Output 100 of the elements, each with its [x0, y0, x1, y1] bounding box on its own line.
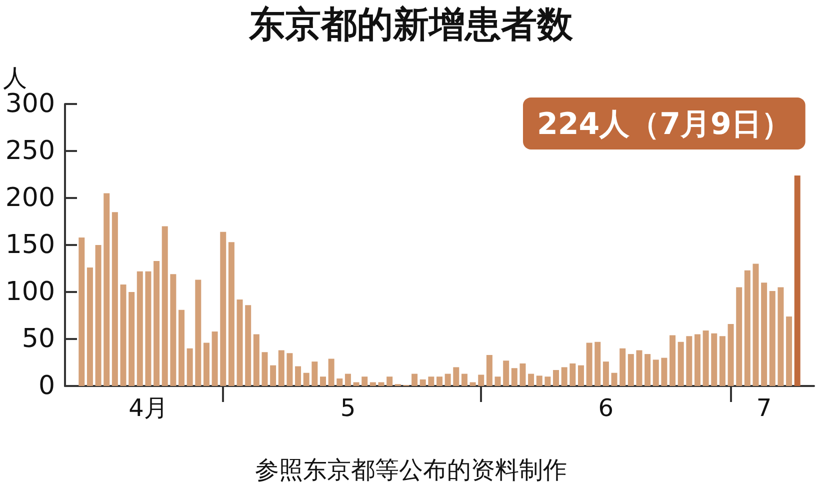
bar: [602, 362, 609, 386]
bar: [702, 330, 709, 386]
x-tick-label: 7: [756, 394, 772, 422]
y-tick-label: 250: [5, 136, 55, 166]
bar: [278, 350, 284, 386]
bar: [744, 270, 750, 386]
bar: [628, 354, 634, 386]
bar: [752, 264, 759, 386]
bar: [528, 374, 534, 386]
bar: [620, 348, 626, 386]
bar: [570, 363, 576, 386]
bar: [536, 376, 542, 386]
bar: [686, 336, 692, 386]
y-axis-title: 人: [3, 64, 27, 92]
bar: [561, 367, 568, 386]
bar: [652, 360, 659, 386]
bar: [362, 376, 368, 386]
bar: [353, 382, 360, 386]
bar: [370, 382, 376, 386]
bar: [253, 334, 260, 386]
bar: [145, 271, 152, 386]
bar: [636, 350, 642, 386]
bar: [670, 335, 676, 386]
bar: [162, 226, 168, 386]
bar: [104, 193, 110, 386]
bar: [494, 376, 501, 386]
annotation: 224人（7月9日）: [536, 106, 792, 142]
bar: [245, 305, 252, 386]
bar: [594, 342, 601, 386]
bar: [694, 334, 700, 386]
bar: [220, 232, 226, 386]
bar: [112, 212, 118, 386]
bar: [195, 280, 202, 386]
bar: [320, 376, 326, 386]
bar: [270, 365, 276, 386]
bar: [170, 274, 176, 386]
bar: [453, 367, 460, 386]
chart-title: 东京都的新增患者数: [248, 4, 574, 46]
bar: [212, 331, 218, 386]
bar: [336, 378, 343, 386]
bar: [436, 376, 442, 386]
bar: [678, 342, 684, 386]
y-tick-label: 200: [5, 183, 55, 213]
y-tick-label: 100: [5, 277, 55, 307]
bar: [728, 324, 734, 386]
bar: [86, 268, 93, 386]
bar: [586, 342, 592, 386]
bar: [778, 287, 784, 386]
text: 参照东京都等公布的资料制作: [255, 456, 567, 484]
bar: [461, 374, 468, 386]
bar: [420, 379, 426, 386]
bar: [95, 245, 102, 386]
x-tick-label: 6: [598, 394, 614, 422]
bar: [511, 368, 518, 386]
bar: [503, 360, 510, 386]
bar: [236, 300, 243, 386]
bar: [478, 374, 484, 386]
bar: [644, 354, 651, 386]
bar: [544, 376, 551, 386]
bar: [228, 242, 234, 386]
bar: [120, 284, 126, 386]
bar: [769, 291, 776, 386]
x-tick-label: 4月: [128, 394, 168, 422]
bar: [262, 352, 268, 386]
bar: [386, 376, 393, 386]
bar: [303, 372, 310, 386]
bar: [719, 336, 726, 386]
bar: [761, 282, 768, 386]
bar: [78, 237, 85, 386]
y-tick-label: 150: [5, 230, 55, 260]
bar: [786, 316, 792, 386]
y-tick-label: 300: [5, 89, 55, 119]
y-tick-label: 50: [22, 324, 55, 354]
bar: [344, 374, 351, 386]
bar: [486, 354, 492, 386]
y-tick-label: 0: [38, 371, 55, 401]
bar: [312, 362, 318, 386]
bar: [178, 310, 185, 386]
bar: [736, 287, 742, 386]
bar: [520, 363, 526, 386]
bar: [154, 260, 160, 386]
bar: [328, 358, 334, 386]
bar: [128, 292, 135, 386]
bar: [186, 348, 193, 386]
bar: [711, 333, 718, 386]
bar: [794, 175, 800, 386]
bar: [428, 376, 434, 386]
bar: [203, 342, 210, 386]
bar: [578, 365, 584, 386]
bar: [553, 370, 560, 386]
x-tick-label: 5: [340, 394, 356, 422]
bar: [295, 366, 302, 386]
bar: [611, 372, 618, 386]
bar: [412, 374, 418, 386]
bar: [378, 382, 384, 386]
bar: [661, 358, 668, 386]
bar: [136, 271, 143, 386]
bar: [470, 382, 476, 386]
bar: [444, 374, 451, 386]
bar: [286, 353, 293, 386]
